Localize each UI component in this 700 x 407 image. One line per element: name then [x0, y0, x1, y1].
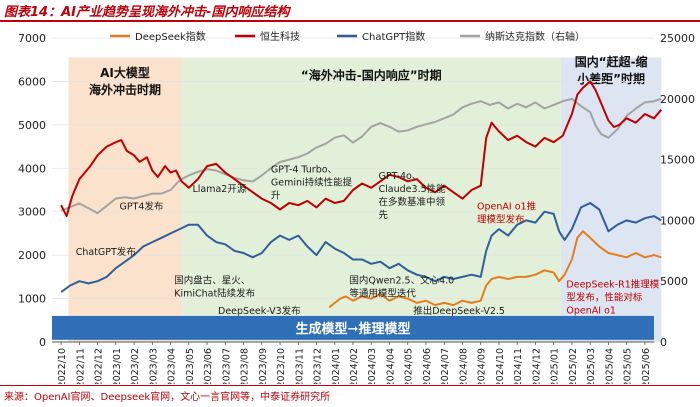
legend: DeepSeek指数 恒生科技 ChatGPT指数 纳斯达克指数（右轴）	[110, 30, 585, 43]
annotation-text: GPT-4 Turbo、	[271, 165, 337, 176]
x-tick-label: 2022/10	[57, 348, 68, 384]
x-tick-label: 2023/11	[294, 348, 305, 384]
annotation-text: DeepSeek-R1推理模	[566, 279, 659, 291]
phase-label: 海外冲击时期	[89, 82, 161, 97]
source-note: 来源：OpenAI官网、Deepseek官网，文心一言官网等，中泰证券研究所	[4, 392, 331, 403]
phase-background	[181, 57, 561, 343]
banner-label: 生成模型➞推理模型	[296, 321, 411, 337]
annotation-text: OpenAI o1	[566, 306, 616, 317]
x-tick-label: 2024/10	[495, 348, 506, 384]
annotation-text: Gemini持续性能提	[271, 177, 353, 189]
phase-label: 国内“赶超-缩	[575, 54, 648, 69]
annotation-text: 国内盘古、星火、	[174, 274, 250, 286]
figure-title: 图表14：AI产业趋势呈现海外冲击-国内响应结构	[4, 5, 290, 20]
y-tick-label: 1000	[18, 293, 46, 306]
legend-label-chatgpt: ChatGPT指数	[362, 30, 425, 43]
phase-label: AI大模型	[100, 65, 150, 80]
y-tick-label: 7000	[18, 32, 46, 45]
y-tick-label: 0	[39, 336, 46, 349]
x-tick-label: 2023/06	[203, 348, 214, 384]
x-tick-label: 2023/02	[130, 348, 141, 384]
x-tick-label: 2024/02	[349, 348, 360, 384]
x-tick-label: 2024/09	[477, 348, 488, 384]
x-tick-label: 2025/05	[623, 348, 634, 384]
x-tick-label: 2024/08	[458, 348, 469, 384]
annotation-text: GPT-4o、	[379, 171, 422, 182]
annotation-text: KimiChat陆续发布	[174, 287, 255, 299]
series-line-nasdaq	[60, 97, 662, 215]
annotation-text: 在多数基准中领	[379, 196, 446, 208]
banner-bar	[52, 315, 654, 340]
x-tick-label: 2024/11	[513, 348, 524, 384]
x-tick-label: 2024/05	[404, 348, 415, 384]
legend-label-nasdaq: 纳斯达克指数（右轴）	[485, 30, 585, 43]
x-tick-label: 2024/07	[440, 348, 451, 384]
phase-background	[68, 57, 182, 343]
annotation-text: 型发布，性能对标	[566, 292, 643, 304]
series-line-chatgpt	[60, 202, 662, 293]
phase-background	[560, 57, 662, 343]
y-tick-label: 6000	[18, 75, 46, 88]
x-tick-label: 2023/08	[240, 348, 251, 384]
annotation-text: DeepSeek-V3发布	[218, 305, 301, 317]
y2-tick-label: 10000	[660, 214, 695, 227]
legend-label-hsi_tech: 恒生科技	[260, 30, 300, 43]
annotation-text: 国内Qwen2.5、文心4.0	[349, 274, 454, 286]
y-tick-label: 3000	[18, 206, 46, 219]
x-tick-label: 2025/03	[586, 348, 597, 384]
x-tick-label: 2024/01	[331, 348, 342, 384]
annotation-text: 等通用模型迭代	[349, 287, 416, 299]
title-rule	[0, 20, 700, 22]
y2-tick-label: 15000	[660, 154, 695, 167]
x-tick-label: 2023/10	[276, 348, 287, 384]
x-tick-label: 2025/06	[641, 348, 652, 384]
y2-tick-label: 5000	[660, 275, 688, 288]
annotation-text: 先	[379, 209, 389, 221]
x-tick-label: 2023/05	[185, 348, 196, 384]
y2-tick-label: 0	[660, 336, 667, 349]
series-line-hsi_tech	[60, 80, 663, 218]
axes: 0 1000 2000 3000 4000 5000 6000 7000 0 5000 10000 1…	[18, 32, 695, 384]
x-tick-label: 2022/11	[75, 348, 86, 384]
x-tick-label: 2023/03	[148, 348, 159, 384]
phase-label: “海外冲击-国内响应”时期	[301, 67, 442, 82]
x-tick-label: 2025/01	[550, 348, 561, 384]
x-tick-label: 2024/12	[531, 348, 542, 384]
y-tick-label: 5000	[18, 119, 46, 132]
y2-tick-label: 25000	[660, 32, 695, 45]
series-line-deepseek	[328, 230, 662, 309]
x-tick-label: 2025/04	[604, 348, 615, 384]
annotation-text: 推出DeepSeek-V2.5	[413, 305, 505, 317]
annotation-text: OpenAI o1推	[477, 201, 537, 213]
series-lines	[60, 80, 663, 309]
annotation-text: 理模型发布	[477, 214, 525, 226]
phase-label: 小差距”时期	[577, 71, 645, 86]
x-tick-label: 2023/07	[221, 348, 232, 384]
x-tick-label: 2023/09	[258, 348, 269, 384]
annotation-text: Claude3.5性能	[379, 183, 447, 195]
legend-label-deepseek: DeepSeek指数	[135, 30, 206, 43]
annotation-text: 升	[271, 191, 281, 202]
y-tick-label: 2000	[18, 249, 46, 262]
x-tick-label: 2022/12	[94, 348, 105, 384]
x-tick-label: 2024/03	[367, 348, 378, 384]
y-tick-label: 4000	[18, 162, 46, 175]
x-tick-label: 2024/04	[385, 348, 396, 384]
y2-tick-label: 20000	[660, 93, 695, 106]
annotations: ChatGPT发布 GPT4发布 Llama2开源 GPT-4 Turbo、Gemin…	[76, 165, 660, 317]
x-tick-label: 2023/04	[167, 348, 178, 384]
x-tick-label: 2024/06	[422, 348, 433, 384]
x-tick-label: 2023/12	[313, 348, 324, 384]
source-rule	[0, 385, 700, 386]
annotation-text: GPT4发布	[119, 201, 163, 213]
annotation-text: ChatGPT发布	[76, 246, 136, 258]
annotation-text: Llama2开源	[192, 184, 246, 195]
x-tick-label: 2025/02	[568, 348, 579, 384]
x-tick-label: 2023/01	[112, 348, 123, 384]
